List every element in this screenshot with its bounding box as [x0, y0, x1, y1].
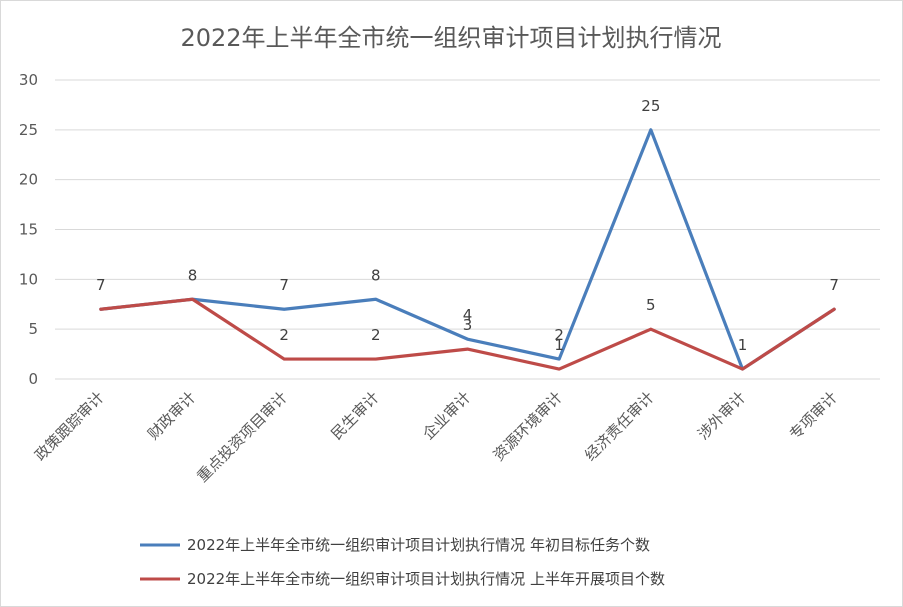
x-category-label: 财政审计 [144, 388, 199, 443]
legend: 2022年上半年全市统一组织审计项目计划执行情况 年初目标任务个数 2022年上… [140, 536, 665, 588]
data-label-series-2: 2 [371, 326, 381, 344]
data-label-series-1: 8 [371, 266, 381, 284]
x-category-label: 民生审计 [327, 388, 382, 443]
x-category-label: 专项审计 [786, 388, 841, 443]
x-category-label: 企业审计 [419, 388, 474, 443]
data-label-series-1: 7 [279, 276, 289, 294]
y-tick-label: 5 [28, 320, 38, 338]
x-category-label: 资源环境审计 [490, 388, 566, 464]
y-tick-label: 25 [19, 121, 38, 139]
x-category-label: 重点投资项目审计 [193, 388, 291, 486]
legend-label-series-1: 2022年上半年全市统一组织审计项目计划执行情况 年初目标任务个数 [187, 536, 650, 554]
series-lines [99, 128, 836, 371]
data-label-series-2: 3 [463, 316, 473, 334]
data-label-series-1: 4 [463, 306, 473, 324]
x-category-label: 经济责任审计 [581, 388, 657, 464]
data-label: 7 [96, 276, 106, 294]
data-label-series-1: 25 [641, 97, 660, 115]
y-axis-ticks: 0 5 10 15 20 25 30 [19, 71, 38, 388]
chart-title: 2022年上半年全市统一组织审计项目计划执行情况 [180, 24, 721, 52]
data-label-series-1: 2 [554, 326, 564, 344]
y-tick-label: 0 [28, 370, 38, 388]
gridlines [55, 79, 880, 380]
y-tick-label: 20 [19, 171, 38, 189]
y-tick-label: 15 [19, 221, 38, 239]
data-label: 8 [188, 266, 198, 284]
legend-label-series-2: 2022年上半年全市统一组织审计项目计划执行情况 上半年开展项目个数 [187, 570, 665, 588]
series-line-2 [99, 297, 836, 371]
x-category-label: 政策跟踪审计 [31, 388, 107, 464]
data-label-series-2: 2 [279, 326, 289, 344]
data-label-series-2: 5 [646, 296, 656, 314]
y-tick-label: 30 [19, 71, 38, 89]
y-tick-label: 10 [19, 270, 38, 288]
series-line-1 [99, 128, 836, 371]
x-category-label: 涉外审计 [694, 388, 749, 443]
data-label-series-2: 1 [554, 336, 564, 354]
data-label: 1 [738, 336, 748, 354]
data-label: 7 [829, 276, 839, 294]
